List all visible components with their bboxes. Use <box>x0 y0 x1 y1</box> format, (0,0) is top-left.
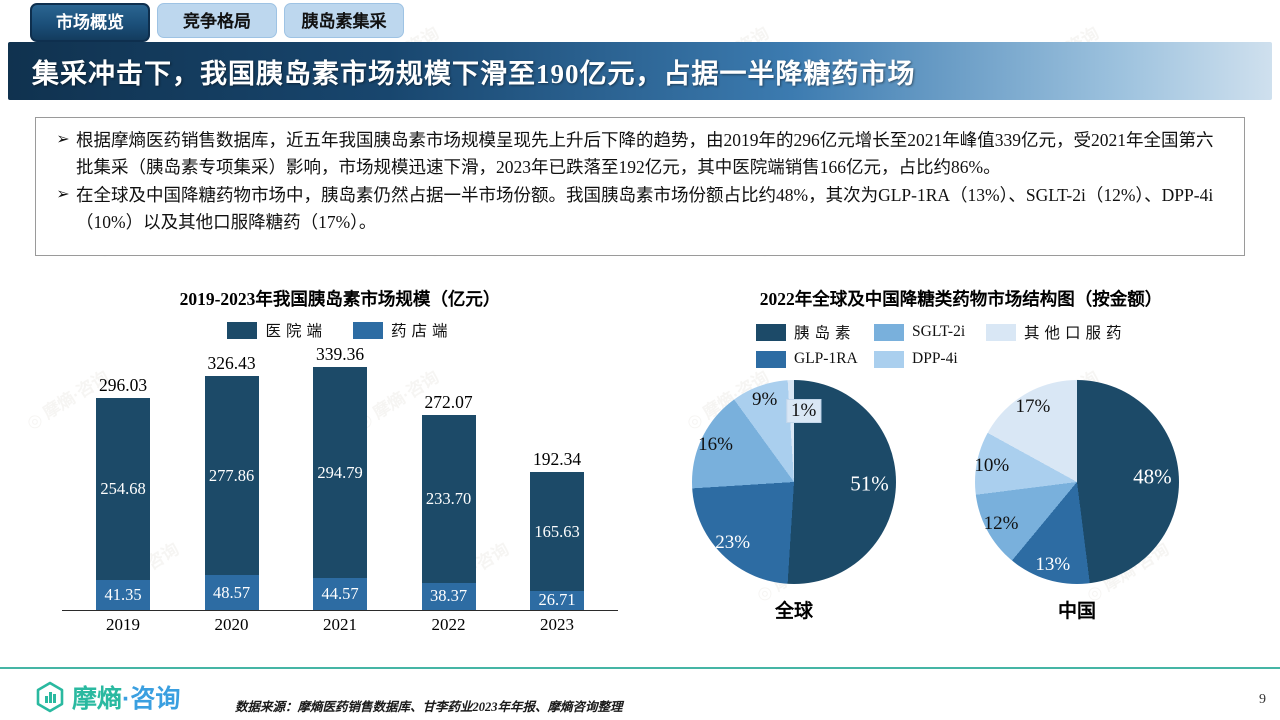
footer-logo-text: 摩熵·咨询 <box>72 685 181 713</box>
bullet-arrow-icon: ➢ <box>56 186 70 204</box>
pie-chart-area: 51% 23% 16% 9% 1% 全球 48% 13% 12% 10% 17% 中国 <box>668 380 1254 690</box>
tab-1[interactable]: 市场概览 <box>30 3 150 42</box>
bar-2022: 272.07 233.70 38.37 <box>421 392 476 610</box>
pie-slice-label-DPP-4i: 9% <box>751 389 778 411</box>
bar-chart-x-axis: 2019 2020 2021 2022 2023 <box>62 615 618 635</box>
footer-divider <box>0 667 1280 669</box>
legend-swatch <box>227 321 258 339</box>
pie-slice-label-SGLT-2i: 16% <box>698 434 733 456</box>
bar-segment-hospital: 165.63 <box>530 472 584 591</box>
pie-slice-label-胰岛素: 48% <box>1133 464 1172 489</box>
bar-2023: 192.34 165.63 26.71 <box>530 449 584 610</box>
x-axis-label-2019: 2019 <box>106 615 140 634</box>
data-source-note: 数据来源：摩熵医药销售数据库、甘李药业2023年年报、摩熵咨询整理 <box>235 700 623 714</box>
footer-logo: 摩熵·咨询 <box>34 679 180 715</box>
bullet-arrow-icon: ➢ <box>56 131 70 148</box>
summary-bullet-1: ➢ 根据摩熵医药销售数据库，近五年我国胰岛素市场规模呈现先上升后下降的趋势，由2… <box>50 127 1228 180</box>
x-axis-label-2022: 2022 <box>431 615 466 634</box>
page-title: 集采冲击下，我国胰岛素市场规模下滑至190亿元，占据一半降糖药市场 <box>32 58 916 89</box>
page-number: 9 <box>1259 692 1266 707</box>
legend-swatch <box>874 323 904 341</box>
legend-item-药店端: 药店端 <box>353 319 453 341</box>
legend-label: 药店端 <box>391 323 453 340</box>
pie-slice-label-SGLT-2i: 12% <box>983 512 1019 534</box>
x-axis-label-2020: 2020 <box>214 615 249 634</box>
pie-caption-全球: 全球 <box>774 601 813 622</box>
tab-3[interactable]: 胰岛素集采 <box>284 3 404 38</box>
legend-swatch <box>874 350 904 368</box>
bar-segment-hospital: 277.86 <box>204 376 259 576</box>
bar-2020: 326.43 277.86 48.57 <box>204 353 259 610</box>
bar-total-label: 192.34 <box>532 449 582 470</box>
pie-slice-label-DPP-4i: 10% <box>974 454 1010 476</box>
legend-label: SGLT-2i <box>912 323 966 340</box>
bar-total-label: 339.36 <box>315 344 365 364</box>
legend-swatch <box>986 323 1016 341</box>
pie-chart-legend: 胰岛素 SGLT-2i 其他口服药 GLP-1RA DPP-4i <box>756 321 1196 368</box>
x-axis-label-2023: 2023 <box>540 615 574 634</box>
title-bar: 集采冲击下，我国胰岛素市场规模下滑至190亿元，占据一半降糖药市场 <box>8 42 1272 100</box>
tab-bar: 市场概览 竞争格局 胰岛素集采 <box>30 3 404 42</box>
bar-segment-hospital: 294.79 <box>313 367 367 579</box>
bar-total-label: 326.43 <box>207 353 256 374</box>
pie-全球: 51% 23% 16% 9% 1% 全球 <box>692 380 896 623</box>
summary-bullet-2-text: 在全球及中国降糖药物市场中，胰岛素仍然占据一半市场份额。我国胰岛素市场份额占比约… <box>76 185 1214 232</box>
bar-chart-title: 2019-2023年我国胰岛素市场规模（亿元） <box>179 289 501 309</box>
pie-chart-title: 2022年全球及中国降糖类药物市场结构图（按金额） <box>759 289 1163 309</box>
bar-segment-hospital: 233.70 <box>421 415 476 583</box>
pie-caption-中国: 中国 <box>1057 601 1096 622</box>
legend-item-SGLT-2i: SGLT-2i <box>874 321 986 343</box>
bar-segment-hospital: 254.68 <box>96 398 150 581</box>
bar-chart-section: 2019-2023年我国胰岛素市场规模（亿元） 医院端 药店端 296.03 254… <box>62 286 618 654</box>
bar-total-label: 296.03 <box>98 375 148 396</box>
legend-swatch <box>756 350 786 368</box>
summary-bullet-1-text: 根据摩熵医药销售数据库，近五年我国胰岛素市场规模呈现先上升后下降的趋势，由201… <box>76 130 1214 177</box>
legend-swatch <box>756 323 786 341</box>
bar-2019: 296.03 254.68 41.35 <box>96 375 150 610</box>
bar-segment-pharmacy: 26.71 <box>530 590 584 610</box>
pie-slice-label-其他口服药: 17% <box>1015 396 1051 418</box>
legend-item-GLP-1RA: GLP-1RA <box>756 350 874 368</box>
pie-中国: 48% 13% 12% 10% 17% 中国 <box>974 380 1179 623</box>
legend-swatch <box>353 321 383 339</box>
legend-item-医院端: 医院端 <box>227 319 327 341</box>
summary-box: ➢ 根据摩熵医药销售数据库，近五年我国胰岛素市场规模呈现先上升后下降的趋势，由2… <box>35 117 1245 256</box>
legend-label: 医院端 <box>265 323 327 340</box>
legend-label: DPP-4i <box>912 350 958 367</box>
pie-slice-label-GLP-1RA: 13% <box>1035 554 1071 576</box>
pie-circle-中国: 48% 13% 12% 10% 17% <box>974 380 1179 584</box>
pie-slice-label-GLP-1RA: 23% <box>715 532 751 554</box>
pie-slice-label-其他口服药: 1% <box>786 398 822 423</box>
bar-total-label: 272.07 <box>424 392 473 413</box>
pie-slice-label-胰岛素: 51% <box>850 471 889 496</box>
bar-segment-pharmacy: 38.37 <box>421 582 476 610</box>
bar-chart-legend: 医院端 药店端 <box>62 319 618 341</box>
bar-segment-pharmacy: 41.35 <box>96 580 150 610</box>
bar-chart-plot: 296.03 254.68 41.35 326.43 277.86 48.57 339.36… <box>62 343 618 611</box>
x-axis-label-2021: 2021 <box>323 615 357 634</box>
bar-segment-pharmacy: 44.57 <box>313 578 367 610</box>
legend-label: GLP-1RA <box>794 350 858 367</box>
bar-2021: 339.36 294.79 44.57 <box>313 344 367 610</box>
legend-label: 胰岛素 <box>794 325 856 342</box>
legend-item-其他口服药: 其他口服药 <box>986 321 1196 343</box>
legend-label: 其他口服药 <box>1024 325 1127 342</box>
pie-circle-全球: 51% 23% 16% 9% 1% <box>692 380 896 584</box>
pie-chart-section: 2022年全球及中国降糖类药物市场结构图（按金额） 胰岛素 SGLT-2i 其他口服… <box>668 286 1254 654</box>
summary-bullet-2: ➢ 在全球及中国降糖药物市场中，胰岛素仍然占据一半市场份额。我国胰岛素市场份额占… <box>50 182 1228 235</box>
tab-2[interactable]: 竞争格局 <box>157 3 277 38</box>
moxi-logo-icon <box>36 681 64 713</box>
legend-item-DPP-4i: DPP-4i <box>874 350 986 368</box>
legend-item-胰岛素: 胰岛素 <box>756 321 874 343</box>
bar-segment-pharmacy: 48.57 <box>204 575 259 610</box>
